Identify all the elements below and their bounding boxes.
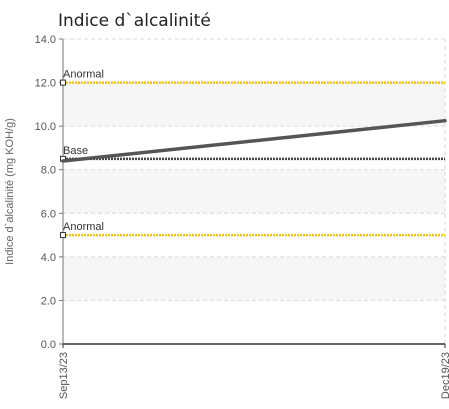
y-tick-label-0: 0.0 — [41, 339, 56, 351]
axes-group — [59, 38, 446, 348]
series-group — [61, 118, 447, 163]
y-tick-label-6: 12.0 — [35, 78, 56, 90]
band-group — [63, 82, 445, 301]
reference-lines-group: Anormal Base Anormal — [60, 69, 445, 239]
band-2 — [63, 256, 445, 301]
chart-title: Indice d`alcalinité — [58, 11, 211, 31]
series-line-0 — [61, 118, 447, 163]
band-1 — [63, 169, 445, 214]
y-tick-labels: 0.0 2.0 4.0 6.0 8.0 10.0 12.0 14.0 — [35, 34, 56, 351]
y-axis-label: Indice d`alcalinité (mg KOH/g) — [4, 118, 16, 265]
y-tick-label-1: 2.0 — [41, 295, 56, 307]
y-tick-label-3: 6.0 — [41, 208, 56, 220]
y-tick-label-4: 8.0 — [41, 165, 56, 177]
x-tick-label-0: Sep13/23 — [58, 352, 70, 399]
reference-label-2: Anormal — [63, 221, 104, 233]
y-tick-label-5: 10.0 — [35, 121, 56, 133]
band-0 — [63, 82, 445, 127]
y-tick-label-7: 14.0 — [35, 34, 56, 46]
reference-marker-2 — [60, 232, 66, 239]
x-tick-label-1: Dec19/23 — [440, 352, 449, 399]
y-tick-label-2: 4.0 — [41, 252, 56, 264]
x-tick-labels: Sep13/23 Dec19/23 — [58, 352, 449, 399]
reference-marker-0 — [60, 79, 66, 86]
reference-label-0: Anormal — [63, 69, 104, 81]
reference-label-1: Base — [63, 145, 88, 157]
